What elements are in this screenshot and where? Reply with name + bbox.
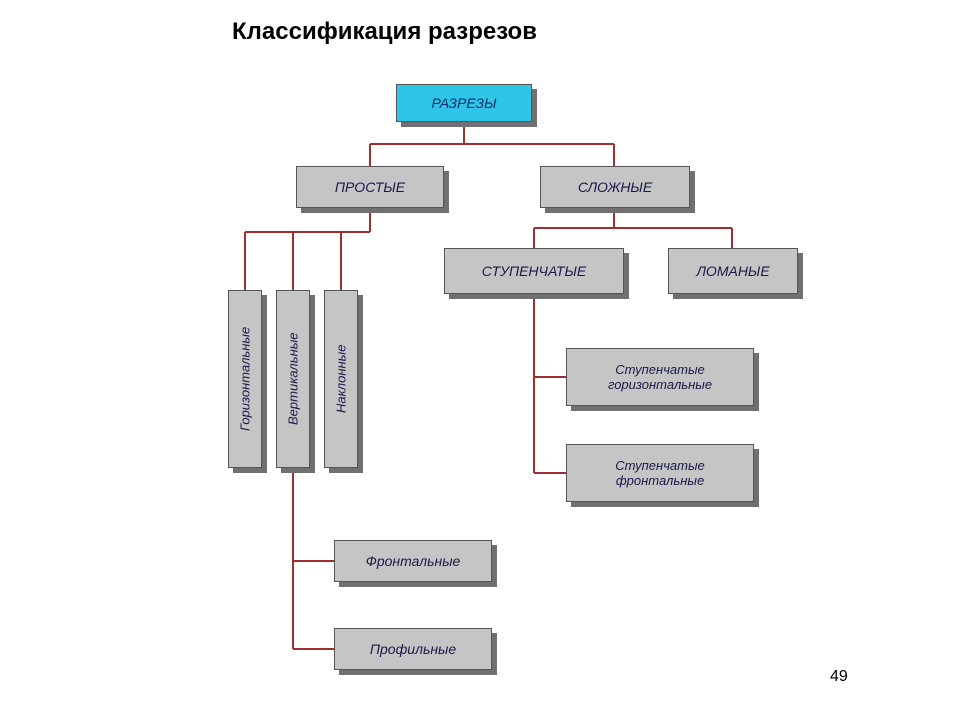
node-step-frontal: Ступенчатые фронтальные [566, 444, 754, 502]
page-number: 49 [830, 668, 848, 686]
node-vert-vertical: Вертикальные [276, 290, 310, 468]
node-complex: СЛОЖНЫЕ [540, 166, 690, 208]
node-step: СТУПЕНЧАТЫЕ [444, 248, 624, 294]
node-vert-horizontal: Горизонтальные [228, 290, 262, 468]
node-vert-inclined: Наклонные [324, 290, 358, 468]
node-simple: ПРОСТЫЕ [296, 166, 444, 208]
node-frontal: Фронтальные [334, 540, 492, 582]
page-title: Классификация разрезов [232, 18, 537, 46]
node-profile: Профильные [334, 628, 492, 670]
node-step-horizontal: Ступенчатые горизонтальные [566, 348, 754, 406]
node-root: РАЗРЕЗЫ [396, 84, 532, 122]
node-broken: ЛОМАНЫЕ [668, 248, 798, 294]
